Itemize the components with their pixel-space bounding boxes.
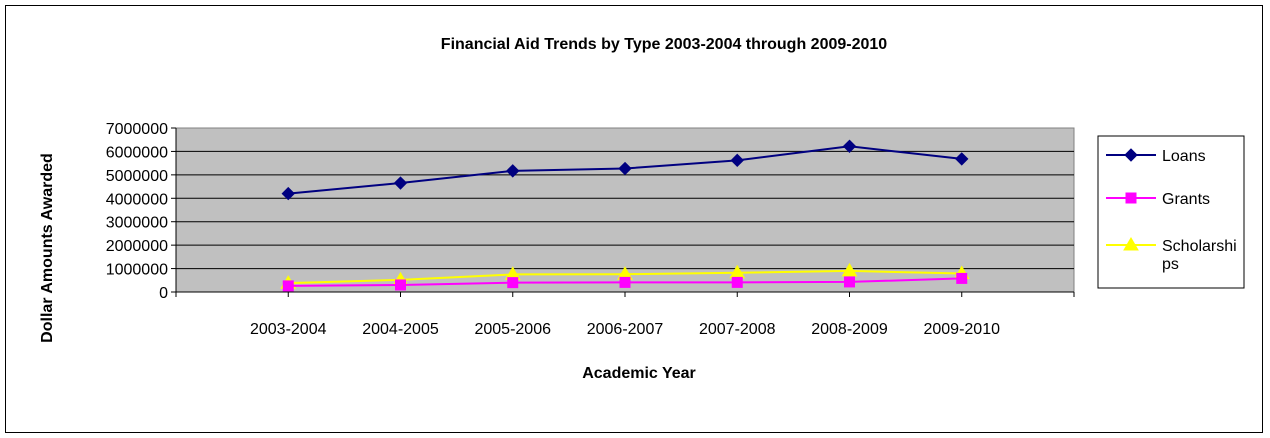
plot-area: 0 1000000 2000000 3000000 4000000 5000000 6000… bbox=[106, 121, 1075, 338]
y-tick-label: 6000000 bbox=[106, 144, 168, 161]
data-point-loans bbox=[506, 164, 520, 178]
legend-marker-grants bbox=[1125, 192, 1137, 204]
data-point-grants bbox=[844, 276, 855, 288]
data-point-loans bbox=[393, 176, 408, 190]
y-tick-label: 7000000 bbox=[106, 121, 168, 138]
legend-label-grants: Grants bbox=[1162, 191, 1210, 208]
data-point-grants bbox=[619, 276, 631, 288]
y-tick-label: 5000000 bbox=[106, 168, 168, 185]
legend-label-loans: Loans bbox=[1162, 148, 1206, 165]
legend-marker-loans bbox=[1124, 148, 1138, 162]
y-axis-label: Dollar Amounts Awarded bbox=[39, 153, 56, 343]
data-point-grants bbox=[282, 280, 294, 292]
x-tick-label: 2007-2008 bbox=[699, 321, 776, 338]
data-point-loans bbox=[730, 153, 744, 168]
y-tick-label: 3000000 bbox=[106, 215, 168, 232]
y-tick-label: 4000000 bbox=[106, 191, 168, 208]
x-tick-label: 2003-2004 bbox=[250, 321, 327, 338]
y-tick-label: 0 bbox=[159, 285, 168, 302]
legend-marker-scholarships bbox=[1123, 237, 1139, 251]
x-tick-label: 2009-2010 bbox=[923, 321, 1000, 338]
data-point-grants bbox=[956, 272, 968, 284]
data-point-grants bbox=[395, 279, 406, 291]
legend-label-scholarships: ps bbox=[1162, 256, 1179, 273]
legend-box bbox=[1097, 135, 1245, 289]
data-point-loans bbox=[281, 186, 295, 201]
x-axis-label: Academic Year bbox=[582, 365, 696, 382]
x-tick-label: 2006-2007 bbox=[587, 321, 664, 338]
x-tick-label: 2005-2006 bbox=[474, 321, 551, 338]
data-point-grants bbox=[731, 276, 743, 288]
x-tick-label: 2004-2005 bbox=[362, 321, 439, 338]
data-point-loans bbox=[618, 161, 632, 176]
data-point-loans bbox=[955, 152, 969, 166]
data-point-grants bbox=[507, 277, 519, 289]
data-point-scholarships bbox=[841, 262, 858, 277]
y-tick-label: 1000000 bbox=[106, 262, 168, 279]
chart-title: Financial Aid Trends by Type 2003-2004 t… bbox=[441, 36, 887, 53]
y-tick-label: 2000000 bbox=[106, 238, 168, 255]
legend-label-scholarships: Scholarshi bbox=[1162, 238, 1237, 255]
x-tick-label: 2008-2009 bbox=[811, 321, 888, 338]
data-point-loans bbox=[842, 139, 857, 153]
